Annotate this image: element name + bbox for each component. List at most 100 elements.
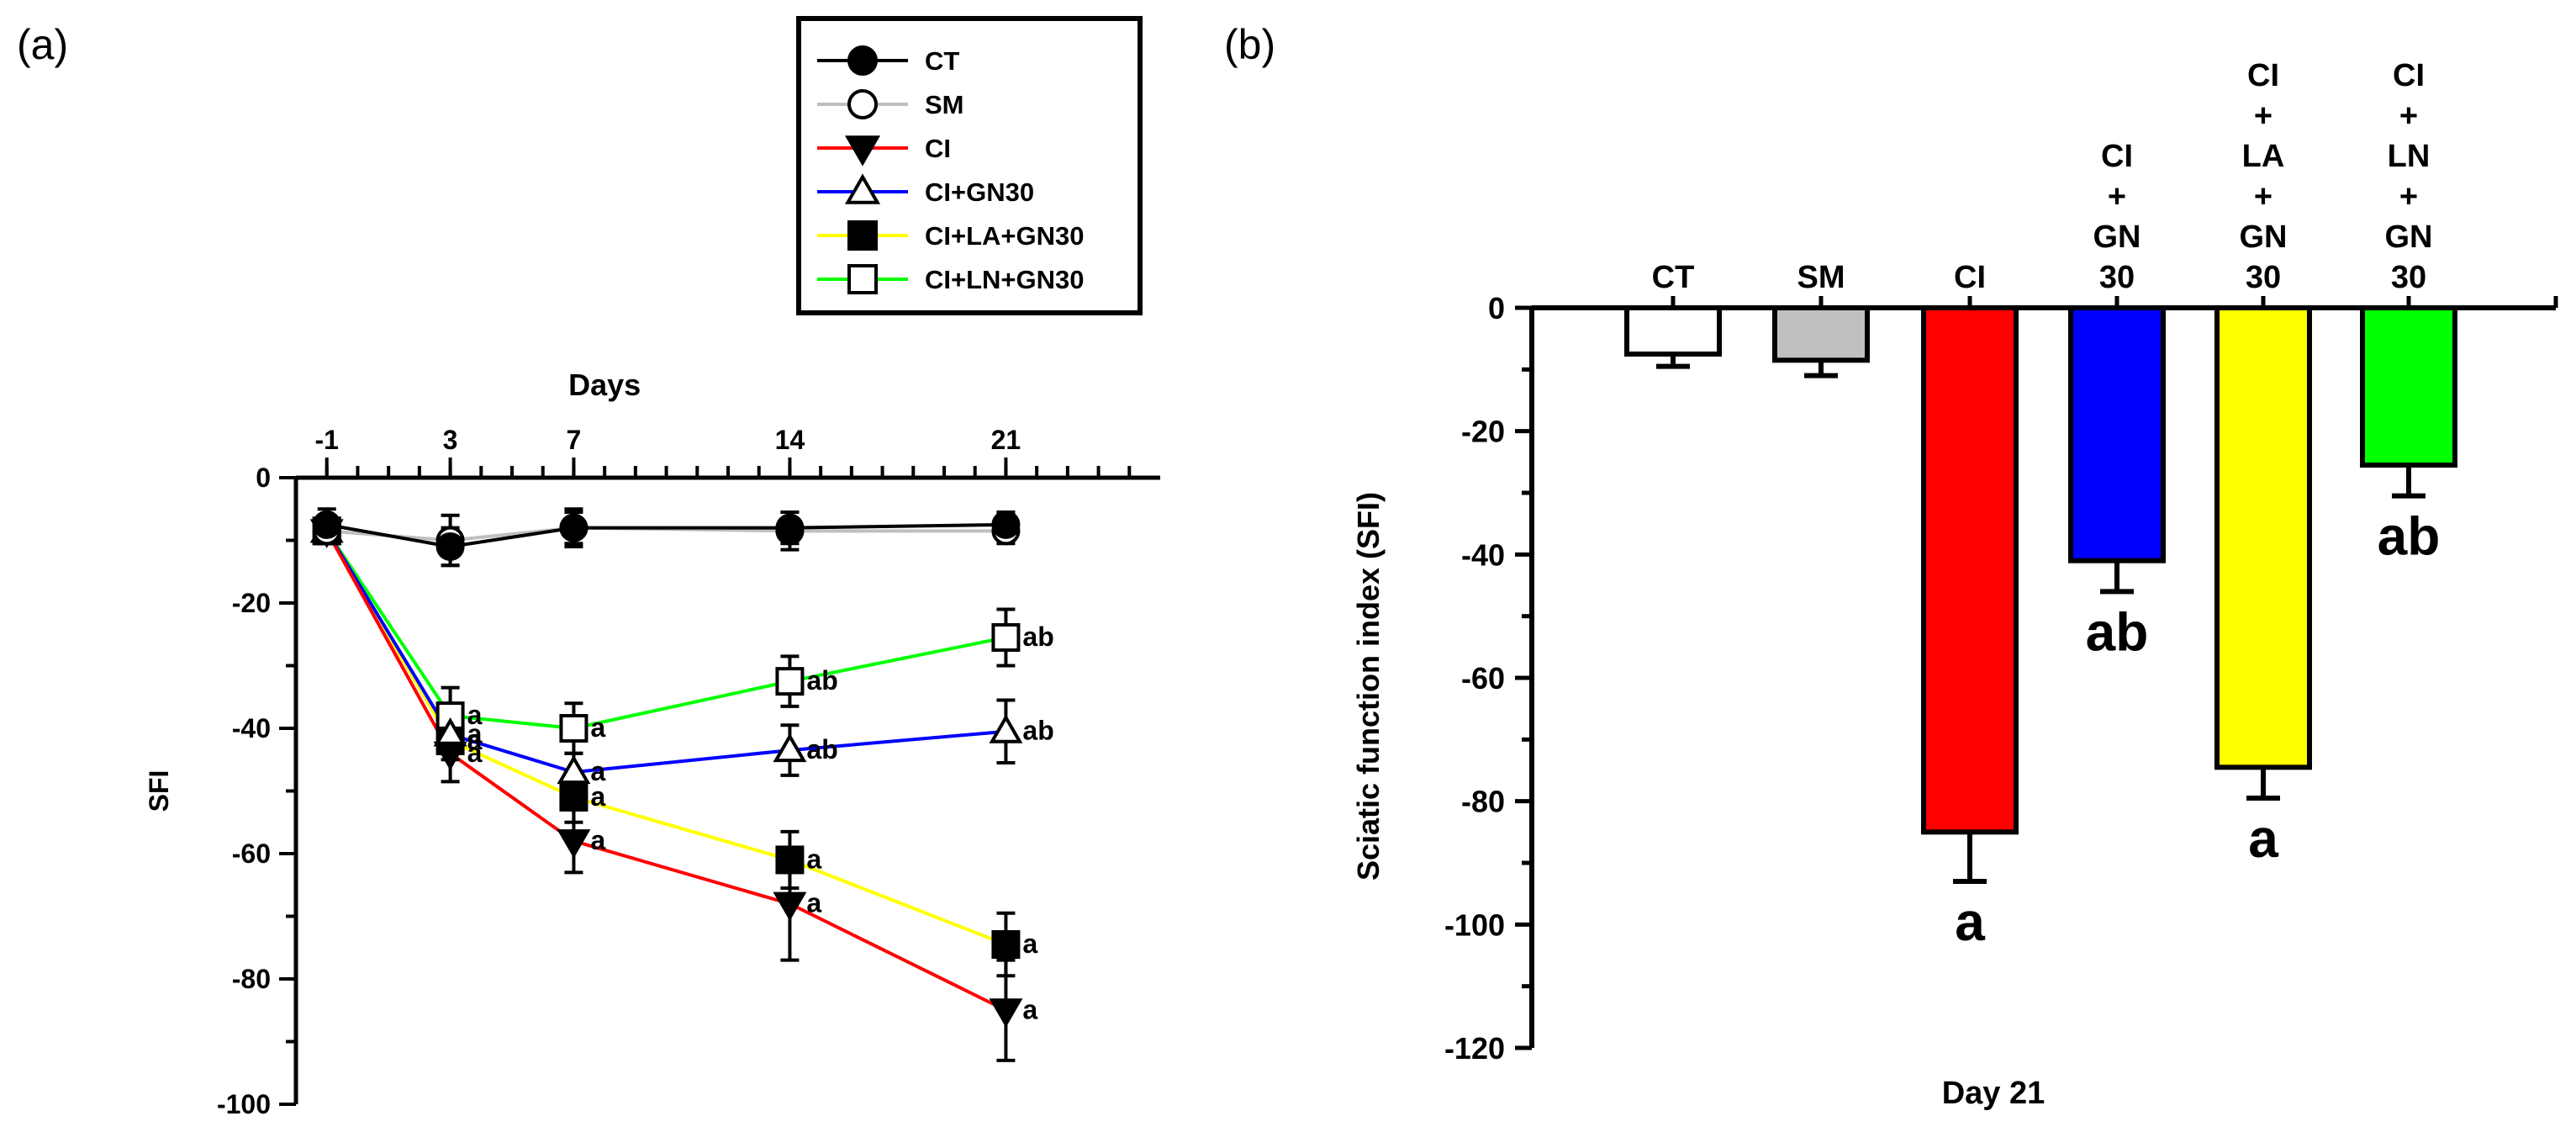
data-point-CI+GN30 [773, 733, 807, 763]
legend-label: CI+GN30 [925, 177, 1034, 207]
y-tick-label: -60 [232, 838, 271, 869]
significance-label: a [590, 712, 605, 743]
x-tick-label: 21 [991, 425, 1021, 455]
data-point-CI+LA+GN30 [775, 845, 805, 875]
bar-CI+GN30 [2068, 305, 2166, 563]
x-axis-label: Day 21 [1942, 1076, 2045, 1111]
y-tick-label: -100 [217, 1089, 271, 1119]
data-point-CT [775, 513, 805, 542]
significance-label: a [1022, 928, 1037, 959]
x-tick-label: 7 [567, 425, 582, 455]
significance-label: a [467, 718, 483, 748]
x-tick-label: -1 [314, 425, 338, 455]
data-point-CI+GN30 [989, 714, 1023, 743]
series-line-CT [326, 522, 1006, 548]
category-label: CI [2101, 139, 2133, 174]
category-label: GN [2385, 220, 2433, 255]
legend-label: CI [925, 134, 951, 163]
y-tick-label: -80 [232, 964, 271, 994]
y-tick-label: -60 [1461, 661, 1505, 696]
bar-CI+LA+GN30 [2214, 305, 2312, 770]
significance-label: a [467, 700, 483, 730]
y-tick-label: -20 [232, 588, 271, 618]
bar-CT [1624, 305, 1722, 357]
significance-label: ab [806, 734, 837, 764]
category-label: GN [2240, 220, 2288, 255]
line-chart: -1 3 7 14 21Days0-20-40-60-80-100SFIaaaaaaab… [144, 16, 1160, 1119]
data-point-CI+GN30 [557, 754, 591, 785]
significance-label: a [590, 781, 605, 812]
significance-label: a [806, 888, 821, 918]
x-tick-label: 14 [775, 425, 805, 455]
y-tick-label: -100 [1444, 907, 1505, 942]
legend-box [796, 16, 1143, 315]
category-label: + [2399, 98, 2418, 134]
category-label: 30 [2099, 260, 2135, 295]
bar-CI [1921, 305, 2019, 835]
category-label: GN [2093, 220, 2141, 255]
significance-label: ab [2378, 506, 2441, 567]
series-line-CI+LA+GN30 [325, 530, 1007, 946]
data-point-CI+LN+GN30 [991, 622, 1021, 652]
legend-marker-SM [847, 89, 878, 119]
x-axis-label: Days [568, 368, 641, 402]
data-point-CI [989, 998, 1023, 1028]
x-tick-label: 3 [443, 425, 458, 455]
legend-label: CT [925, 46, 959, 76]
category-label: 30 [2246, 260, 2281, 295]
significance-label: a [467, 738, 483, 768]
category-label: + [2254, 179, 2272, 214]
data-point-CI+LN+GN30 [775, 667, 805, 696]
category-label: SM [1797, 260, 1845, 295]
significance-label: a [590, 756, 605, 786]
y-tick-label: -40 [1461, 537, 1505, 572]
data-point-CI [773, 891, 807, 922]
data-point-CT [435, 532, 465, 561]
category-label: LN [2388, 139, 2431, 174]
significance-label: ab [2086, 601, 2149, 662]
y-axis-label: SFI [144, 770, 174, 812]
y-tick-label: -120 [1444, 1031, 1505, 1066]
category-label: + [2254, 98, 2272, 134]
y-tick-label: 0 [256, 463, 271, 493]
legend-marker-CI [844, 135, 881, 167]
y-tick-label: -20 [1461, 415, 1505, 449]
significance-label: a [590, 825, 605, 855]
series-line-CI+GN30 [325, 530, 1006, 775]
data-point-CI [557, 829, 591, 859]
significance-label: ab [806, 665, 837, 696]
data-point-CI+LA+GN30 [991, 930, 1021, 960]
data-point-CT [312, 510, 341, 539]
y-tick-label: -40 [232, 713, 271, 743]
category-label: 30 [2391, 260, 2426, 295]
significance-label: ab [1022, 716, 1053, 746]
significance-label: a [467, 725, 483, 755]
bar-CI+LN+GN30 [2360, 305, 2457, 468]
panel-a-label: (a) [17, 21, 68, 68]
y-tick-label: -80 [1461, 785, 1505, 819]
significance-label: a [2248, 808, 2278, 869]
category-label: + [2108, 179, 2126, 214]
y-tick-label: 0 [1488, 291, 1505, 325]
legend-label: CI+LA+GN30 [925, 221, 1085, 251]
data-point-CT [559, 513, 589, 542]
data-point-CT [991, 510, 1021, 539]
y-axis-label: Sciatic function index (SFI) [1351, 492, 1386, 881]
data-point-CI+LN+GN30 [559, 714, 589, 743]
category-label: CI [2393, 58, 2425, 93]
bar-chart: 0 -20 -40 -60 -80 -100 -120 Sciatic function in… [1351, 58, 2558, 1111]
significance-label: a [806, 844, 821, 874]
data-point-CI+LA+GN30 [559, 782, 589, 812]
legend-label: CI+LN+GN30 [925, 265, 1085, 294]
category-label: LA [2242, 139, 2285, 174]
panel-b-label: (b) [1224, 21, 1275, 68]
category-label: + [2399, 179, 2418, 214]
data-point-CI [433, 741, 467, 771]
significance-label: a [1955, 891, 1985, 952]
legend-marker-CI+LA+GN30 [847, 220, 878, 251]
category-label: CI [2247, 58, 2279, 93]
significance-label: ab [1022, 622, 1053, 652]
significance-label: a [1022, 994, 1037, 1024]
series-line-SM [326, 526, 1006, 542]
